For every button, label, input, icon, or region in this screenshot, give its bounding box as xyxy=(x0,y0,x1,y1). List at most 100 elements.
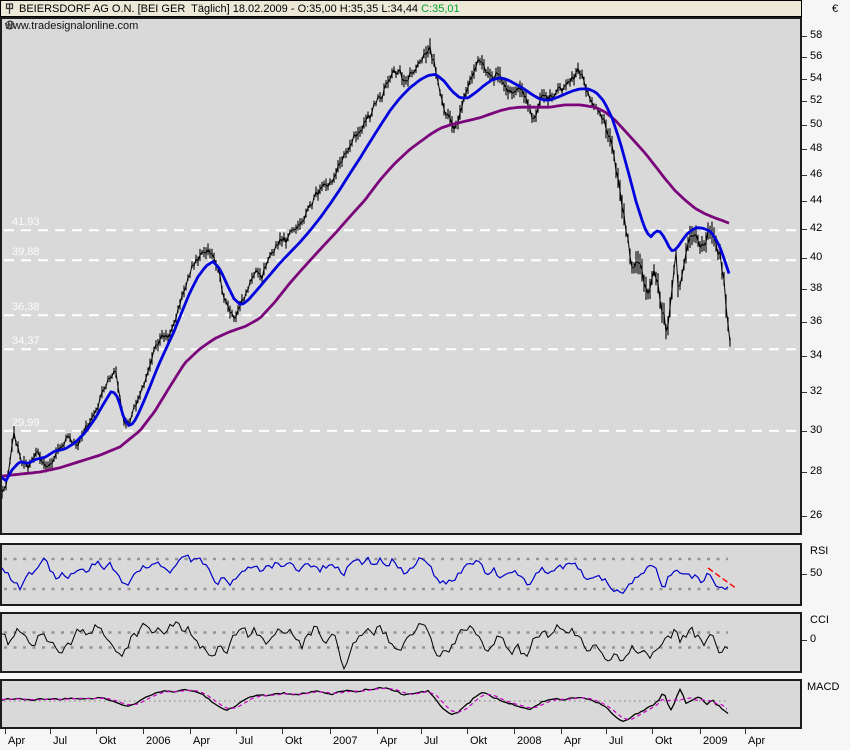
rsi-trend-line xyxy=(707,567,738,590)
globe-icon xyxy=(5,20,15,30)
price-axis-tick xyxy=(802,258,807,260)
time-axis-tick xyxy=(421,729,422,734)
time-axis-tick-label: 2006 xyxy=(146,735,171,747)
time-axis-tick-label: Okt xyxy=(655,735,673,747)
time-axis-tick-label: 2007 xyxy=(333,735,358,747)
price-axis-tick-label: 46 xyxy=(810,167,823,180)
time-axis-tick xyxy=(143,729,144,734)
time-axis-tick xyxy=(282,729,283,734)
chart-title: BEIERSDORF AG O.N. [BEI GER Täglich] 18.… xyxy=(19,2,422,15)
ma-fast-line xyxy=(2,73,731,482)
price-gridline-label: 29,99 xyxy=(12,416,40,429)
cci-axis-tick xyxy=(802,640,807,641)
price-gridline-label: 41,93 xyxy=(12,216,40,229)
price-axis-tick-label: 54 xyxy=(810,71,823,84)
price-axis-tick xyxy=(802,57,807,59)
rsi-axis-tick-label: 50 xyxy=(810,567,823,579)
time-axis-tick-label: Apr xyxy=(380,735,398,747)
price-chart-canvas[interactable] xyxy=(2,19,800,533)
price-axis-tick xyxy=(802,430,807,432)
watermark: www.tradesignalonline.com xyxy=(5,20,138,32)
price-axis-tick-label: 40 xyxy=(810,251,823,264)
price-axis-tick xyxy=(802,78,807,80)
time-axis-tick xyxy=(50,729,51,734)
price-axis-tick-label: 34 xyxy=(810,348,823,361)
time-axis-tick-label: Apr xyxy=(8,735,26,747)
macd-canvas[interactable] xyxy=(2,681,800,727)
time-axis-tick-label: Apr xyxy=(748,735,766,747)
time-axis-tick xyxy=(330,729,331,734)
title-bar[interactable]: BEIERSDORF AG O.N. [BEI GER Täglich] 18.… xyxy=(0,0,802,17)
price-axis-tick-label: 26 xyxy=(810,509,823,522)
price-axis-tick xyxy=(802,124,807,126)
price-axis-tick xyxy=(802,289,807,291)
price-axis-tick xyxy=(802,36,807,37)
price-series-bars xyxy=(2,38,731,499)
time-axis-tick-label: Jul xyxy=(53,735,68,747)
watermark-text: www.tradesignalonline.com xyxy=(5,20,139,32)
price-axis-tick-label: 58 xyxy=(810,29,823,41)
time-axis-tick xyxy=(5,729,6,734)
macd-series xyxy=(2,686,729,722)
price-axis-tick xyxy=(802,355,807,357)
price-axis-tick xyxy=(802,321,807,323)
ma-slow-line xyxy=(2,103,730,478)
price-axis-tick-label: 52 xyxy=(810,94,823,107)
time-axis-tick xyxy=(96,729,97,734)
price-axis-tick xyxy=(802,201,807,203)
rsi-panel[interactable] xyxy=(0,543,802,606)
price-axis-tick-label: 42 xyxy=(810,222,823,235)
time-axis: Apr Jul Okt 2006 Apr Jul Okt 2007 Apr Jul Okt 2008 A… xyxy=(0,729,820,750)
time-axis-tick xyxy=(467,729,468,734)
time-axis-tick-label: Apr xyxy=(564,735,582,747)
time-axis-tick xyxy=(377,729,378,734)
time-axis-tick xyxy=(514,729,515,734)
macd-signal-series xyxy=(2,687,728,720)
time-axis-tick xyxy=(652,729,653,734)
close-value: C:35,01 xyxy=(421,2,460,15)
price-axis-tick-label: 50 xyxy=(810,117,823,130)
time-axis-tick xyxy=(606,729,607,734)
time-axis-tick-label: Apr xyxy=(193,735,211,747)
cci-axis-tick-label: 0 xyxy=(810,633,817,645)
price-axis-tick-label: 48 xyxy=(810,142,823,155)
rsi-label: RSI xyxy=(810,545,829,557)
price-axis: € RSI 50 CCI 0 MACD 58 56 54 52 50 48 46 44 42 40… xyxy=(802,0,850,750)
rsi-axis-tick xyxy=(802,574,807,575)
price-axis-tick xyxy=(802,472,807,473)
time-axis-tick-label: Jul xyxy=(609,735,624,747)
time-axis-tick-label: 2008 xyxy=(517,735,542,747)
price-axis-tick xyxy=(802,174,807,176)
cci-canvas[interactable] xyxy=(2,614,800,671)
price-axis-tick xyxy=(802,392,807,394)
time-axis-tick xyxy=(190,729,191,734)
time-axis-tick xyxy=(561,729,562,734)
price-axis-tick xyxy=(802,229,807,231)
time-axis-tick xyxy=(236,729,237,734)
time-axis-tick xyxy=(745,729,746,734)
time-axis-tick-label: Jul xyxy=(424,735,439,747)
price-axis-tick xyxy=(802,101,807,103)
macd-label: MACD xyxy=(807,681,840,693)
price-gridline-label: 36,38 xyxy=(12,301,40,314)
price-axis-tick-label: 36 xyxy=(810,314,823,327)
time-axis-tick-label: Okt xyxy=(285,735,303,747)
time-axis-tick-label: Okt xyxy=(470,735,488,747)
rsi-canvas[interactable] xyxy=(2,545,800,604)
rsi-series xyxy=(2,554,729,595)
cci-label: CCI xyxy=(810,614,829,626)
macd-panel[interactable] xyxy=(0,679,802,729)
price-axis-tick-label: 44 xyxy=(810,194,823,207)
pin-icon xyxy=(5,2,14,14)
price-gridline-label: 34,37 xyxy=(12,335,40,348)
time-axis-tick-label: 2009 xyxy=(703,735,728,747)
price-panel[interactable]: www.tradesignalonline.com 41,93 39,88 36,3… xyxy=(0,17,802,535)
price-axis-tick-label: 38 xyxy=(810,282,823,295)
price-axis-tick-label: 30 xyxy=(810,423,823,436)
price-axis-tick xyxy=(802,149,807,151)
price-axis-tick-label: 32 xyxy=(810,385,823,398)
currency-label: € xyxy=(832,3,839,15)
time-axis-tick xyxy=(700,729,701,734)
cci-panel[interactable] xyxy=(0,612,802,673)
